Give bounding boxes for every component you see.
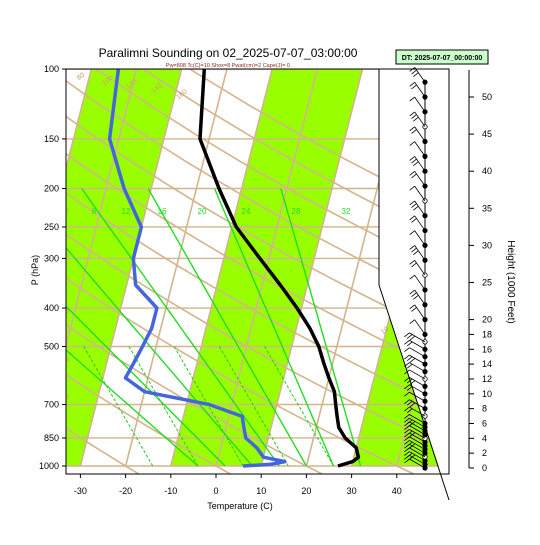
height-tick-label: 45 bbox=[482, 129, 492, 139]
mixing-ratio-label: 28 bbox=[292, 207, 301, 216]
mixing-ratio-label: 12 bbox=[122, 207, 131, 216]
height-tick-label: 18 bbox=[482, 329, 492, 339]
height-tick-label: 50 bbox=[482, 92, 492, 102]
y-axis-title: P (hPa) bbox=[30, 255, 40, 285]
height-tick-label: 6 bbox=[482, 418, 487, 428]
height-tick-label: 12 bbox=[482, 374, 492, 384]
height-tick-label: 8 bbox=[482, 404, 487, 414]
height-tick-label: 30 bbox=[482, 240, 492, 250]
x-tick-label: -20 bbox=[119, 486, 132, 496]
x-axis-title: Temperature (C) bbox=[207, 501, 273, 511]
x-tick-label: 30 bbox=[347, 486, 357, 496]
mixing-ratio-label: 20 bbox=[198, 207, 207, 216]
height-tick-label: 14 bbox=[482, 359, 492, 369]
p-tick-label: 500 bbox=[44, 341, 59, 351]
x-tick-label: -30 bbox=[74, 486, 87, 496]
height-axis-title: Height (1000 Feet) bbox=[505, 240, 516, 323]
chart-subtitle: Pw=808 Tc(C)=10 Shox=8 Pwat(cm)=2 Cape(J… bbox=[166, 63, 290, 69]
dt-badge-text: DT: 2025-07-07_00:00:00 bbox=[402, 55, 483, 62]
mixing-ratio-label: 32 bbox=[342, 207, 351, 216]
height-tick-label: 35 bbox=[482, 203, 492, 213]
x-tick-label: 20 bbox=[301, 486, 311, 496]
mixing-ratio-label: 8 bbox=[92, 207, 97, 216]
p-tick-label: 150 bbox=[44, 134, 59, 144]
height-tick-label: 16 bbox=[482, 344, 492, 354]
height-tick-label: 0 bbox=[482, 463, 487, 473]
mixing-ratio-label: 24 bbox=[242, 207, 251, 216]
height-tick-label: 25 bbox=[482, 278, 492, 288]
dry-adiabat-label: 80 bbox=[76, 72, 87, 82]
mixing-ratio-label: 16 bbox=[158, 207, 167, 216]
chart-title: Paralimni Sounding on 02_2025-07-07_03:0… bbox=[99, 46, 358, 60]
p-tick-label: 100 bbox=[44, 64, 59, 74]
height-tick-label: 20 bbox=[482, 315, 492, 325]
height-tick-label: 40 bbox=[482, 166, 492, 176]
isotherm-band bbox=[532, 69, 540, 466]
x-tick-label: 10 bbox=[256, 486, 266, 496]
isotherm-line bbox=[0, 69, 1, 466]
p-tick-label: 700 bbox=[44, 400, 59, 410]
p-tick-label: 1000 bbox=[39, 461, 59, 471]
p-tick-label: 400 bbox=[44, 303, 59, 313]
p-tick-label: 250 bbox=[44, 222, 59, 232]
height-tick-label: 10 bbox=[482, 389, 492, 399]
isotherm-band bbox=[0, 69, 1, 466]
p-tick-label: 300 bbox=[44, 253, 59, 263]
x-tick-label: 0 bbox=[213, 486, 218, 496]
height-tick-label: 4 bbox=[482, 433, 487, 443]
isotherm-band bbox=[0, 69, 182, 466]
x-tick-label: -10 bbox=[164, 486, 177, 496]
p-tick-label: 850 bbox=[44, 433, 59, 443]
height-tick-label: 2 bbox=[482, 448, 487, 458]
p-tick-label: 200 bbox=[44, 184, 59, 194]
x-tick-label: 40 bbox=[392, 486, 402, 496]
